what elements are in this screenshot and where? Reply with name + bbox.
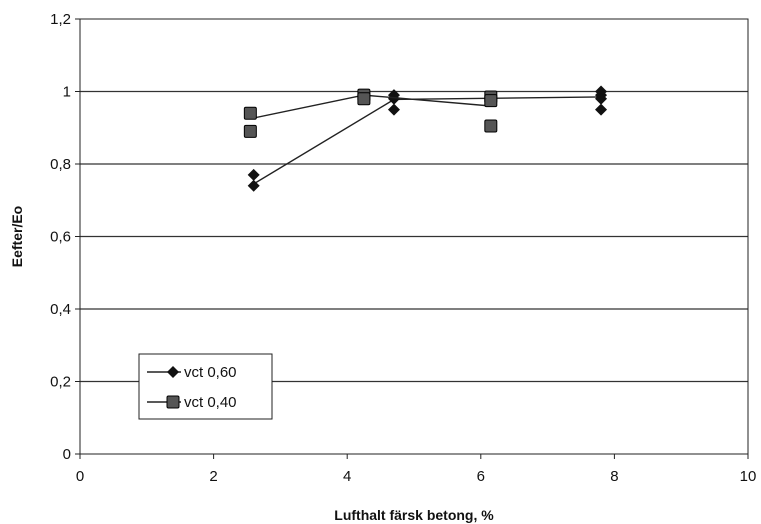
x-tick-label: 8 [610,468,618,485]
series-1 [247,85,608,192]
legend-label: vct 0,60 [184,364,237,381]
data-point [595,92,608,105]
series-layer [243,85,608,192]
gridlines [80,90,748,383]
y-tick-label: 1,2 [50,11,71,28]
x-tick-label: 2 [209,468,217,485]
y-axis-title: Eefter/Eo [9,206,25,267]
data-point [243,124,257,138]
data-point [357,92,371,106]
data-point [387,92,400,105]
x-tick-label: 10 [740,468,757,485]
data-point [484,94,498,108]
legend: vct 0,60 vct 0,40 [138,353,273,420]
data-point [595,103,608,116]
series-2 [243,88,498,138]
x-axis-title: Lufthalt färsk betong, % [334,507,494,523]
x-tick-label: 0 [76,468,84,485]
legend-marker [166,395,180,409]
data-point [247,179,260,192]
data-point [243,106,257,120]
y-tick-label: 0,8 [50,156,71,173]
y-tick-label: 0,2 [50,374,71,391]
x-axis: 0 2 4 6 8 10 [76,454,757,485]
data-point [484,119,498,133]
legend-marker [167,366,179,378]
legend-item: vct 0,60 [147,364,237,381]
legend-label: vct 0,40 [184,394,237,411]
y-axis: 0 0,2 0,4 0,6 0,8 1 1,2 [50,11,80,463]
x-tick-label: 6 [477,468,485,485]
legend-box [138,353,273,420]
y-tick-label: 0,6 [50,229,71,246]
y-tick-label: 1 [63,84,71,101]
data-point [247,168,260,181]
y-tick-label: 0 [63,446,71,463]
x-tick-label: 4 [343,468,351,485]
legend-item: vct 0,40 [147,394,237,411]
y-tick-label: 0,4 [50,301,71,318]
data-point [387,103,400,116]
